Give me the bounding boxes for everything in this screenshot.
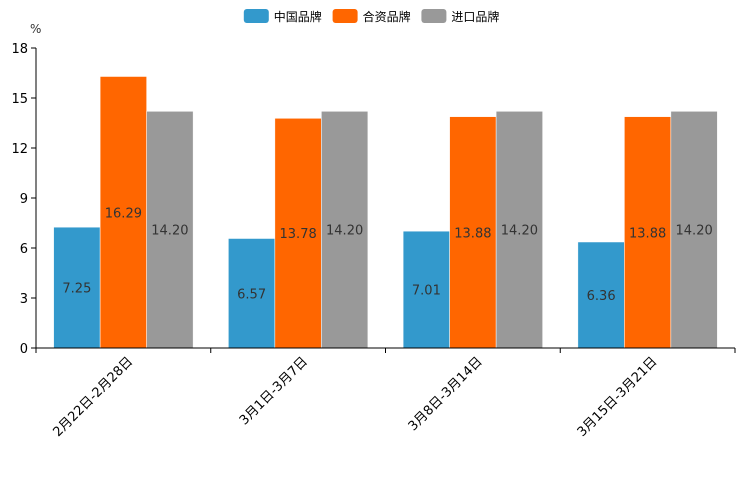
legend-label: 进口品牌 (451, 10, 499, 24)
legend-item[interactable]: 进口品牌 (421, 9, 499, 24)
bar-data-label: 6.36 (587, 289, 616, 304)
bar-data-label: 14.20 (151, 224, 188, 239)
y-tick-label: 12 (11, 142, 28, 157)
x-tick-label: 3月1日-3月7日 (237, 354, 311, 428)
legend: 中国品牌 合资品牌 进口品牌 (243, 9, 499, 24)
bars: 7.25 16.29 14.20 6.57 13.78 14.20 7.01 13.88 14.… (53, 76, 718, 349)
bar-data-label: 13.88 (454, 226, 491, 241)
bar (99, 76, 147, 349)
legend-swatch (332, 9, 358, 23)
bar-data-label: 14.20 (676, 224, 713, 239)
legend-item[interactable]: 中国品牌 (243, 9, 322, 24)
bar (53, 226, 101, 349)
bar-data-label: 14.20 (326, 224, 363, 239)
bar-data-label: 7.01 (412, 284, 441, 299)
x-tick-label: 2月22日-2月28日 (50, 354, 136, 440)
bar (449, 116, 497, 349)
bar-data-label: 14.20 (501, 224, 538, 239)
bar-data-label: 13.78 (280, 227, 317, 242)
x-tick-label: 3月15日-3月21日 (575, 354, 661, 440)
bar-data-label: 16.29 (105, 206, 142, 221)
y-tick-label: 9 (20, 192, 28, 207)
y-tick-label: 0 (20, 342, 28, 357)
bar-data-label: 13.88 (629, 226, 666, 241)
bar-data-label: 7.25 (62, 282, 91, 297)
legend-label: 合资品牌 (363, 9, 411, 24)
legend-item[interactable]: 合资品牌 (332, 9, 411, 24)
legend-swatch (243, 9, 269, 23)
y-unit-label: % (30, 22, 41, 36)
y-axis: 0 3 6 9 12 15 18 (11, 42, 37, 357)
bar (321, 111, 369, 349)
bar (670, 111, 718, 349)
bar (402, 230, 450, 349)
legend-label: 中国品牌 (274, 9, 322, 24)
y-tick-label: 18 (11, 42, 28, 57)
y-tick-label: 15 (11, 92, 28, 107)
legend-swatch (421, 9, 447, 23)
x-axis: 2月22日-2月28日 3月1日-3月7日 3月8日-3月14日 3月15日-3月21… (35, 347, 736, 440)
bar (146, 111, 194, 349)
y-tick-label: 6 (20, 242, 28, 257)
x-tick-label: 3月8日-3月14日 (406, 354, 486, 434)
bar-data-label: 6.57 (237, 287, 266, 302)
bar (624, 116, 672, 349)
y-tick-label: 3 (20, 292, 28, 307)
